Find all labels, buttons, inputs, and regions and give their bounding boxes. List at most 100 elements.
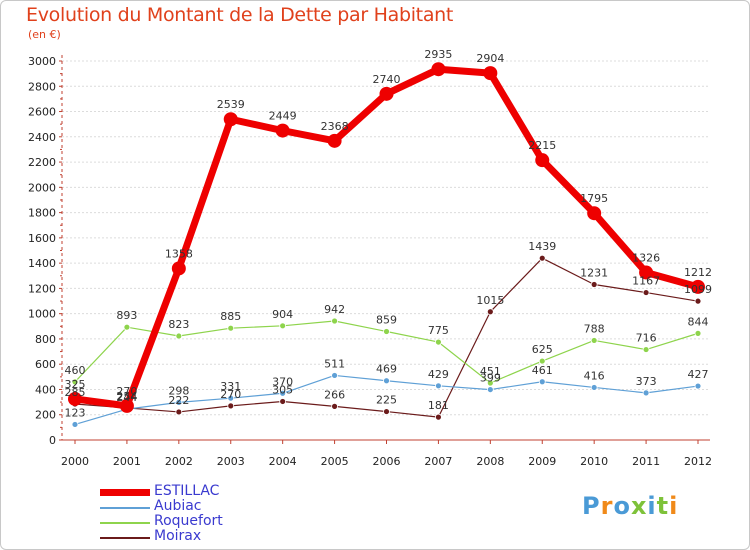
data-point-aubiac: [590, 384, 598, 391]
data-point-moirax: [331, 402, 338, 410]
data-label-estillac: 2449: [269, 110, 297, 123]
y-tick-label: 800: [35, 333, 56, 346]
data-point-roquefort: [538, 357, 546, 365]
x-tick-label: 2006: [373, 455, 401, 468]
legend-label: Moirax: [154, 528, 202, 544]
data-point-moirax: [383, 408, 390, 415]
x-tick-label: 2002: [165, 455, 193, 468]
data-label-estillac: 2368: [321, 120, 349, 133]
data-label-moirax: 266: [324, 388, 345, 401]
data-label-roquefort: 460: [65, 364, 86, 377]
data-point-moirax: [694, 297, 702, 305]
data-point-aubiac: [486, 386, 494, 393]
data-label-aubiac: 331: [220, 380, 241, 393]
data-point-estillac: [68, 391, 82, 406]
x-tick-label: 2003: [217, 455, 245, 468]
data-point-aubiac: [331, 372, 338, 379]
data-point-moirax: [590, 281, 598, 288]
legend-label: Aubiac: [154, 498, 202, 514]
x-tick-label: 2001: [113, 455, 141, 468]
x-tick-label: 2004: [269, 455, 297, 468]
data-label-aubiac: 511: [324, 357, 345, 370]
data-point-moirax: [538, 254, 546, 262]
data-label-estillac: 325: [65, 378, 86, 391]
y-tick-label: 2600: [28, 106, 56, 119]
y-tick-label: 2000: [28, 181, 56, 194]
x-tick-label: 2009: [528, 455, 556, 468]
legend-item-roquefort: Roquefort: [100, 514, 320, 530]
data-label-roquefort: 942: [324, 303, 345, 316]
y-tick-label: 2400: [28, 131, 56, 144]
data-label-moirax: 1015: [476, 294, 504, 307]
data-label-aubiac: 429: [428, 368, 449, 381]
data-label-estillac: 2740: [373, 73, 401, 86]
data-point-roquefort: [435, 338, 442, 346]
data-point-roquefort: [331, 317, 338, 325]
data-point-aubiac: [538, 378, 546, 386]
data-point-estillac: [639, 265, 654, 280]
data-label-estillac: 1358: [165, 247, 193, 260]
data-label-aubiac: 427: [688, 368, 709, 381]
data-point-roquefort: [694, 329, 702, 337]
data-point-estillac: [327, 133, 342, 148]
data-point-estillac: [275, 123, 290, 138]
chart-title: Evolution du Montant de la Dette par Hab…: [26, 4, 454, 26]
data-point-estillac: [119, 398, 134, 413]
data-label-aubiac: 469: [376, 363, 397, 376]
x-tick-label: 2008: [476, 455, 504, 468]
proxiti-logo: Proxiti: [582, 492, 679, 520]
data-label-roquefort: 716: [636, 332, 657, 345]
data-label-estillac: 270: [116, 385, 137, 398]
data-label-roquefort: 788: [584, 322, 605, 335]
data-point-moirax: [227, 402, 235, 410]
data-point-roquefort: [590, 337, 598, 344]
data-label-moirax: 181: [428, 399, 449, 412]
y-tick-label: 1400: [28, 257, 56, 270]
data-point-moirax: [435, 413, 442, 421]
data-point-aubiac: [227, 394, 235, 402]
data-point-estillac: [379, 86, 394, 101]
legend-item-estillac: ESTILLAC: [100, 484, 320, 500]
legend-item-aubiac: Aubiac: [100, 499, 320, 515]
data-point-estillac: [483, 66, 498, 81]
data-point-roquefort: [383, 328, 390, 335]
chart-subtitle: (en €): [28, 28, 61, 41]
data-point-aubiac: [694, 382, 702, 390]
y-tick-label: 1600: [28, 232, 56, 245]
series-group: [68, 62, 705, 428]
data-label-estillac: 2215: [528, 139, 556, 152]
y-tick-label: 2200: [28, 156, 56, 169]
data-point-estillac: [691, 279, 705, 294]
y-tick-label: 0: [49, 434, 56, 447]
data-label-roquefort: 625: [532, 343, 553, 356]
data-point-estillac: [535, 153, 550, 168]
data-label-aubiac: 373: [636, 375, 657, 388]
y-tick-label: 1200: [28, 282, 56, 295]
y-tick-label: 1000: [28, 308, 56, 321]
data-label-aubiac: 370: [272, 375, 293, 388]
data-label-roquefort: 775: [428, 324, 449, 337]
data-label-moirax: 270: [220, 388, 241, 401]
data-label-roquefort: 885: [220, 310, 241, 323]
data-point-roquefort: [227, 324, 235, 332]
data-point-aubiac: [642, 389, 650, 397]
data-label-roquefort: 904: [272, 308, 293, 321]
data-label-estillac: 2904: [476, 52, 504, 65]
data-label-moirax: 222: [168, 394, 189, 407]
data-labels: 285 254 222 270 305 266 225 181 1015 1439 1231 1167…: [65, 48, 713, 419]
y-tick-label: 2800: [28, 80, 56, 93]
data-point-moirax: [486, 308, 494, 316]
data-label-aubiac: 244: [116, 391, 137, 404]
data-label-moirax: 1439: [528, 240, 556, 253]
data-label-estillac: 1212: [684, 266, 712, 279]
data-point-estillac: [431, 62, 446, 77]
legend-swatch: [100, 507, 150, 509]
data-point-estillac: [587, 206, 602, 221]
data-point-aubiac: [383, 377, 390, 385]
data-label-moirax: 285: [65, 386, 86, 399]
data-label-aubiac: 461: [532, 364, 553, 377]
data-point-roquefort: [175, 332, 183, 340]
data-point-aubiac: [175, 398, 183, 406]
x-tick-label: 2011: [632, 455, 660, 468]
